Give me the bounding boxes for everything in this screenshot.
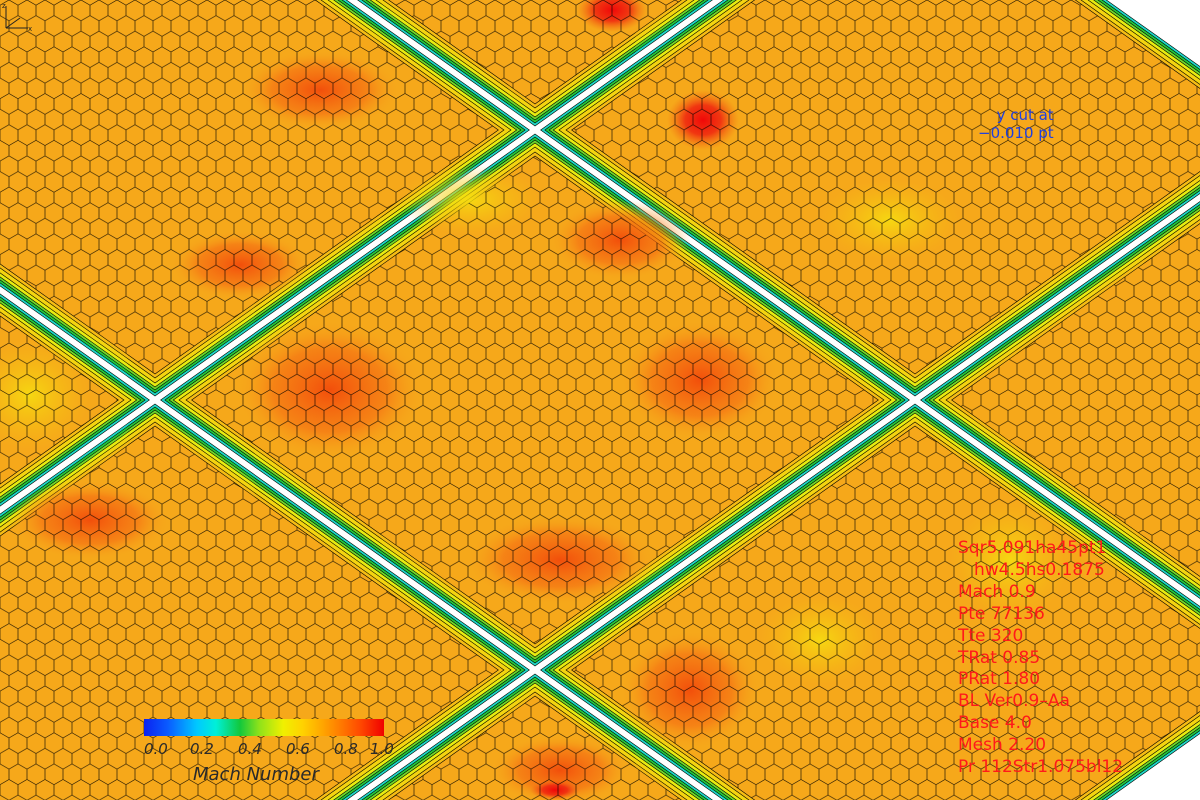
mesh-overlay <box>388 0 682 104</box>
param-pr: Pr 112Str1.075bl12 <box>958 757 1124 778</box>
param-mach: Mach 0.9 <box>958 581 1036 602</box>
axis-triad-icon: z x <box>2 2 32 33</box>
mesh-overlay <box>571 426 1200 800</box>
mesh-overlay <box>571 0 1200 374</box>
mesh-overlay <box>0 426 499 800</box>
mesh-overlay <box>191 156 879 644</box>
colorbar-tick: 0.6 <box>286 740 310 758</box>
param-pte: Pte 77136 <box>958 603 1045 624</box>
param-mesh: Mesh 2.20 <box>958 735 1047 756</box>
param-geometry: hw4.5hs0.1875 <box>974 559 1105 580</box>
colorbar-gradient <box>144 719 384 736</box>
param-base: Base 4.0 <box>958 713 1032 734</box>
cut-label-line1: y cut at <box>996 106 1054 124</box>
param-prat: PRat 1.80 <box>958 669 1041 690</box>
colorbar-tick: 0.8 <box>334 740 358 758</box>
colorbar-tick: 1.0 <box>370 740 394 758</box>
colorbar-tick: 0.4 <box>238 740 262 758</box>
colorbar-title: Mach Number <box>193 764 319 785</box>
mesh-overlay <box>0 315 119 485</box>
param-tte: Tte 320 <box>958 625 1024 646</box>
colorbar-ticks: 0.0 0.2 0.4 0.6 0.8 1.0 <box>144 740 404 760</box>
param-case-id: Sqr5.091ha45pt1 <box>958 538 1107 558</box>
param-bl-version: BL Ver0.9–Aa <box>958 691 1070 712</box>
svg-text:z: z <box>2 2 6 10</box>
case-parameters: Sqr5.091ha45pt1 hw4.5hs0.1875 Mach 0.9 P… <box>958 538 1123 779</box>
cut-plane-label: y cut at −0.010 pt <box>978 106 1054 142</box>
cut-label-line2: −0.010 pt <box>978 124 1054 142</box>
mach-colorbar <box>144 719 384 736</box>
colorbar-tick: 0.0 <box>144 740 168 758</box>
mesh-overlay <box>0 0 499 374</box>
colorbar-tick: 0.2 <box>190 740 214 758</box>
param-trat: TRat 0.85 <box>958 647 1041 668</box>
svg-text:x: x <box>28 25 32 33</box>
mesh-overlay <box>951 223 1200 577</box>
mesh-overlay <box>388 696 682 800</box>
